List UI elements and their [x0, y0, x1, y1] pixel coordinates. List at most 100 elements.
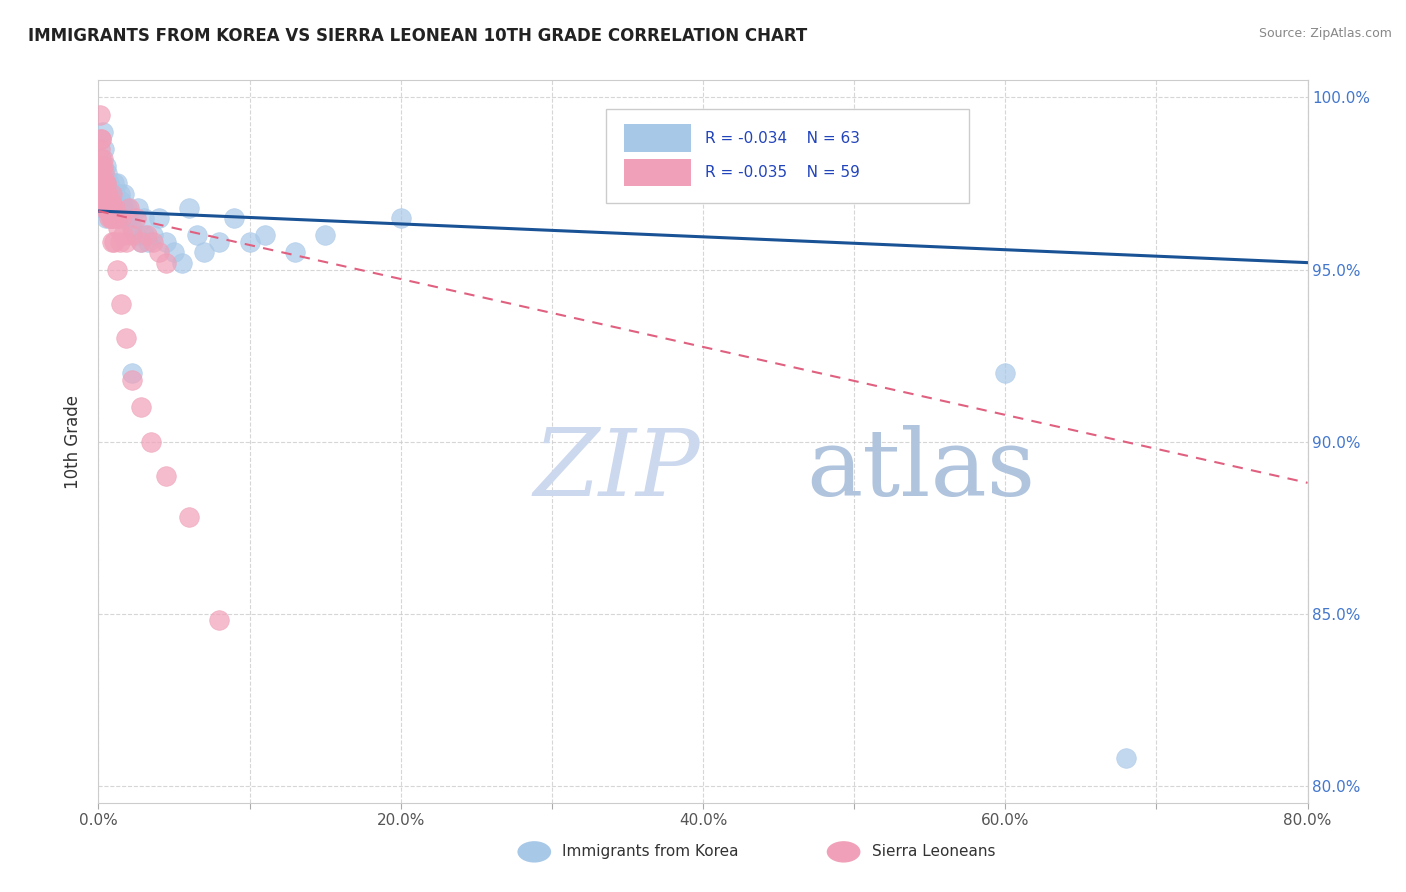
Point [114, 331, 136, 345]
Point [96, 201, 118, 215]
Point [105, 262, 128, 277]
Point [98, 201, 121, 215]
Point [96, 186, 118, 201]
Point [93, 177, 115, 191]
Point [103, 235, 125, 249]
Point [94, 177, 117, 191]
Point [125, 228, 148, 243]
Point [148, 245, 170, 260]
Point [101, 235, 124, 249]
Point [96, 183, 118, 197]
Point [314, 228, 336, 243]
Point [186, 228, 208, 243]
Point [94, 159, 117, 173]
Point [118, 211, 141, 225]
Text: atlas: atlas [806, 425, 1035, 516]
Point [111, 201, 134, 215]
Point [103, 201, 125, 215]
Point [127, 201, 149, 215]
Point [107, 221, 129, 235]
Point [110, 297, 132, 311]
Point [89, 108, 111, 122]
Point [91, 186, 114, 201]
Point [107, 211, 129, 225]
Point [111, 201, 134, 215]
Text: R = -0.034    N = 63: R = -0.034 N = 63 [706, 130, 860, 145]
Text: R = -0.035    N = 59: R = -0.035 N = 59 [706, 165, 860, 180]
Point [118, 201, 141, 215]
Point [121, 373, 143, 387]
Point [90, 166, 112, 180]
Point [101, 201, 124, 215]
Point [114, 235, 136, 249]
Point [101, 186, 124, 201]
Text: Source: ZipAtlas.com: Source: ZipAtlas.com [1258, 27, 1392, 40]
Point [93, 194, 115, 208]
Point [96, 166, 118, 180]
Point [142, 228, 165, 243]
Point [103, 201, 125, 215]
Point [155, 255, 177, 269]
Point [142, 235, 165, 249]
Point [129, 235, 152, 249]
Point [93, 166, 115, 180]
Point [108, 186, 131, 201]
Point [121, 221, 143, 235]
Point [91, 153, 114, 167]
Point [94, 201, 117, 215]
Point [135, 228, 157, 243]
Point [103, 186, 125, 201]
Point [121, 228, 143, 243]
Point [98, 211, 121, 225]
Point [94, 177, 117, 191]
Point [100, 194, 122, 208]
Point [93, 142, 115, 156]
Point [132, 211, 155, 225]
Point [100, 211, 122, 225]
Point [98, 194, 121, 208]
Point [104, 186, 127, 201]
Point [105, 201, 128, 215]
Point [121, 366, 143, 380]
Bar [624, 124, 690, 152]
Point [239, 235, 262, 249]
Text: Sierra Leoneans: Sierra Leoneans [872, 845, 995, 859]
Point [90, 132, 112, 146]
Point [100, 201, 122, 215]
Point [93, 201, 115, 215]
Point [89, 142, 111, 156]
Point [179, 510, 201, 524]
Point [105, 211, 128, 225]
Point [101, 201, 124, 215]
Point [208, 614, 231, 628]
Point [129, 235, 152, 249]
Point [96, 201, 118, 215]
Point [253, 228, 276, 243]
Point [179, 201, 201, 215]
Point [110, 211, 132, 225]
Point [103, 211, 125, 225]
Point [125, 211, 148, 225]
Point [91, 159, 114, 173]
Point [90, 159, 112, 173]
Point [101, 211, 124, 225]
Point [155, 469, 177, 483]
Bar [624, 159, 690, 186]
Point [103, 177, 125, 191]
Point [90, 153, 112, 167]
Point [94, 177, 117, 191]
Point [284, 245, 307, 260]
Point [193, 245, 215, 260]
Point [98, 201, 121, 215]
FancyBboxPatch shape [606, 109, 969, 203]
Point [115, 211, 138, 225]
Text: ZIP: ZIP [534, 425, 700, 516]
Point [148, 211, 170, 225]
Point [91, 125, 114, 139]
Point [98, 177, 121, 191]
Point [101, 186, 124, 201]
Point [96, 194, 118, 208]
Point [141, 434, 163, 449]
Point [115, 201, 138, 215]
Point [104, 204, 127, 219]
